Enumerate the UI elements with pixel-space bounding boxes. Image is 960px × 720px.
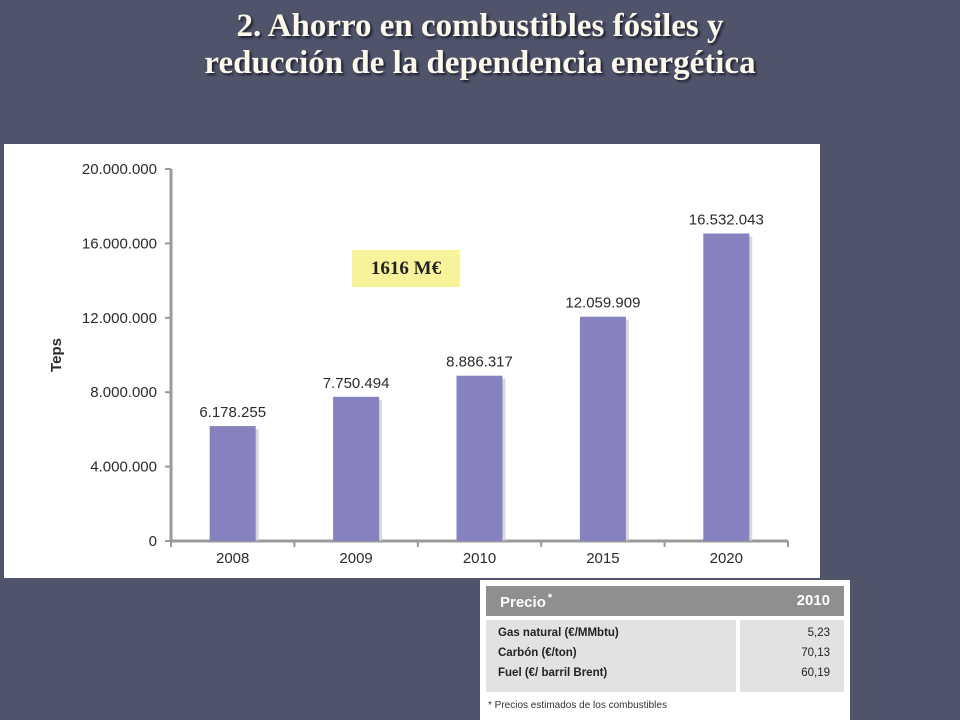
- slide-title-line-1: 2. Ahorro en combustibles fósiles y: [236, 8, 724, 44]
- bar-value-label: 12.059.909: [565, 295, 640, 312]
- bar-value-label: 6.178.255: [199, 404, 266, 421]
- price-header-label: Precio: [500, 594, 546, 611]
- y-tick-label: 8.000.000: [90, 384, 157, 401]
- bar: [209, 426, 256, 541]
- slide-title: 2. Ahorro en combustibles fósiles y redu…: [0, 8, 960, 82]
- bar-value-label: 8.886.317: [446, 354, 513, 371]
- price-header-mark: *: [547, 592, 553, 604]
- price-row-name: Carbón (€/ton): [498, 647, 577, 659]
- bar-value-label: 7.750.494: [323, 375, 390, 392]
- price-table: Precio * 2010 Gas natural (€/MMbtu) 5,23 …: [480, 580, 850, 720]
- bar: [703, 233, 750, 541]
- chart-panel: 0 4.000.000 8.000.000 12.000.000 16.000.000 2…: [4, 144, 820, 578]
- x-tick-label: 2020: [710, 550, 743, 567]
- price-row-value: 60,19: [801, 667, 830, 679]
- y-tick-label: 4.000.000: [90, 459, 157, 476]
- price-header-year: 2010: [796, 592, 830, 609]
- savings-callout: 1616 M€: [352, 250, 460, 287]
- price-value-column: [740, 620, 844, 692]
- price-row: Carbón (€/ton) 70,13: [486, 647, 844, 663]
- y-tick-label: 16.000.000: [82, 235, 157, 252]
- y-tick-label: 20.000.000: [82, 161, 157, 178]
- price-row-value: 5,23: [807, 627, 830, 639]
- price-name-column: [486, 620, 736, 692]
- price-header-label-group: Precio *: [500, 592, 552, 611]
- price-footnote: * Precios estimados de los combustibles: [488, 700, 667, 711]
- price-row: Gas natural (€/MMbtu) 5,23: [486, 627, 844, 643]
- slide-title-line-2: reducción de la dependencia energética: [204, 45, 756, 81]
- price-row-name: Fuel (€/ barril Brent): [498, 667, 608, 679]
- bar: [579, 316, 626, 541]
- bar-value-label: 16.532.043: [689, 212, 764, 229]
- x-tick-label: 2010: [463, 550, 496, 567]
- price-row-value: 70,13: [801, 647, 830, 659]
- x-tick-label: 2009: [339, 550, 372, 567]
- price-table-header: Precio * 2010: [486, 586, 844, 616]
- y-axis-label: Teps: [48, 338, 65, 372]
- bar: [456, 375, 503, 541]
- price-row-name: Gas natural (€/MMbtu): [498, 627, 619, 639]
- price-row: Fuel (€/ barril Brent) 60,19: [486, 667, 844, 683]
- y-tick-label: 0: [149, 533, 157, 550]
- y-tick-label: 12.000.000: [82, 310, 157, 327]
- bar: [333, 396, 380, 541]
- x-tick-label: 2015: [586, 550, 619, 567]
- x-tick-label: 2008: [216, 550, 249, 567]
- bar-chart: 0 4.000.000 8.000.000 12.000.000 16.000.000 2…: [48, 161, 789, 567]
- price-table-body: Gas natural (€/MMbtu) 5,23 Carbón (€/ton…: [486, 620, 844, 692]
